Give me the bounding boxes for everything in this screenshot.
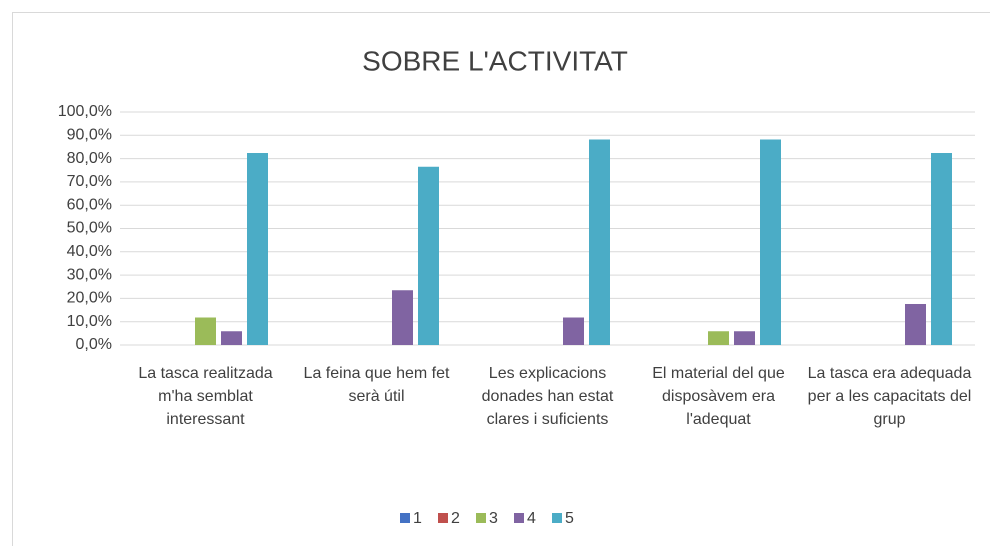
y-tick-label: 20,0% <box>67 290 112 307</box>
y-tick-label: 30,0% <box>67 266 112 283</box>
x-tick-label: El material del que disposàvem era l'ade… <box>652 365 785 428</box>
legend-label: 1 <box>413 510 422 527</box>
y-tick-label: 90,0% <box>67 127 112 144</box>
y-tick-label: 100,0% <box>58 103 112 120</box>
legend-swatch <box>400 513 410 523</box>
bar <box>734 331 755 345</box>
bar <box>931 153 952 345</box>
bar <box>195 317 216 345</box>
x-tick-label: La feina que hem fet serà útil <box>303 365 450 405</box>
bar <box>563 317 584 345</box>
bar <box>708 331 729 345</box>
bar <box>418 166 439 345</box>
bar <box>589 139 610 345</box>
y-tick-label: 60,0% <box>67 196 112 213</box>
x-tick-label: Les explicacions donades han estat clare… <box>481 365 614 428</box>
x-tick-label: La tasca realitzada m'ha semblat interes… <box>138 365 273 428</box>
x-tick-label: La tasca era adequada per a les capacita… <box>807 365 972 428</box>
y-tick-label: 70,0% <box>67 173 112 190</box>
chart-border <box>12 12 990 546</box>
y-tick-label: 80,0% <box>67 150 112 167</box>
bar <box>905 303 926 345</box>
legend-swatch <box>552 513 562 523</box>
y-tick-label: 0,0% <box>76 336 112 353</box>
legend-label: 5 <box>565 510 574 527</box>
legend-swatch <box>514 513 524 523</box>
bar <box>221 331 242 345</box>
bar <box>392 290 413 345</box>
legend-label: 2 <box>451 510 460 527</box>
bar <box>760 139 781 345</box>
legend-swatch <box>476 513 486 523</box>
y-tick-label: 50,0% <box>67 220 112 237</box>
legend-label: 4 <box>527 510 536 527</box>
legend-label: 3 <box>489 510 498 527</box>
y-tick-label: 10,0% <box>67 313 112 330</box>
y-tick-label: 40,0% <box>67 243 112 260</box>
bar <box>247 153 268 345</box>
legend-swatch <box>438 513 448 523</box>
chart-title: SOBRE L'ACTIVITAT <box>362 45 628 76</box>
